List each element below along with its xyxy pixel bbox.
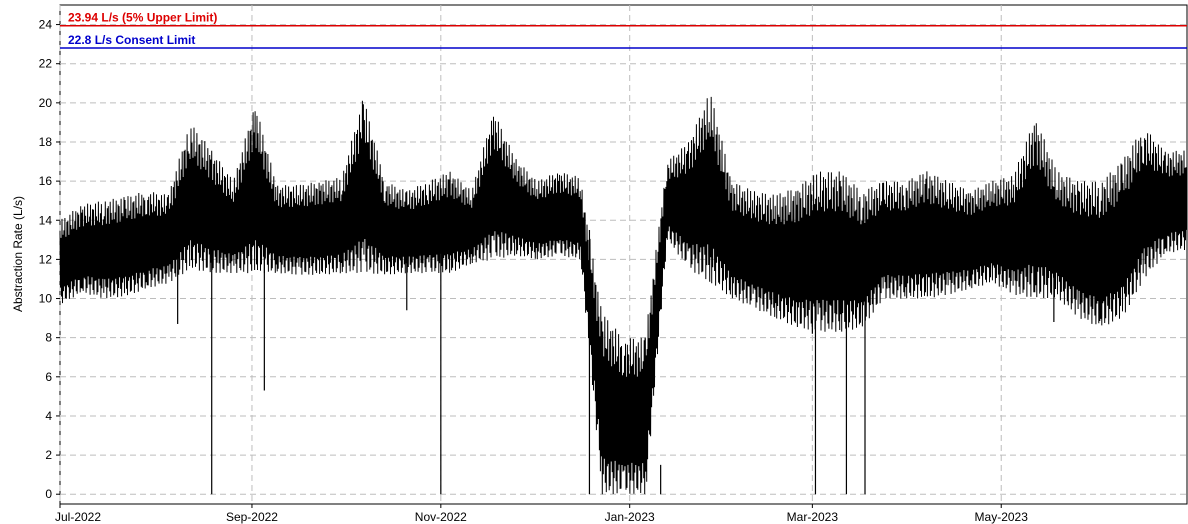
y-tick-label: 14 bbox=[39, 213, 53, 227]
x-tick-label: Jan-2023 bbox=[605, 510, 655, 524]
reference-line-label: 23.94 L/s (5% Upper Limit) bbox=[68, 11, 217, 25]
y-tick-label: 4 bbox=[45, 409, 52, 423]
y-tick-label: 2 bbox=[45, 448, 52, 462]
y-tick-label: 24 bbox=[39, 18, 53, 32]
y-tick-label: 20 bbox=[39, 96, 53, 110]
x-tick-label: May-2023 bbox=[975, 510, 1029, 524]
x-tick-label: Nov-2022 bbox=[415, 510, 467, 524]
series-layer bbox=[59, 96, 1187, 495]
y-tick-label: 12 bbox=[39, 252, 53, 266]
x-tick-label: Jul-2022 bbox=[55, 510, 101, 524]
x-tick-label: Mar-2023 bbox=[787, 510, 839, 524]
y-tick-label: 22 bbox=[39, 57, 53, 71]
y-tick-label: 8 bbox=[45, 331, 52, 345]
reference-lines: 23.94 L/s (5% Upper Limit) 22.8 L/s Conse… bbox=[60, 11, 1187, 49]
series-line bbox=[59, 96, 1187, 495]
reference-line-label: 22.8 L/s Consent Limit bbox=[68, 33, 195, 47]
x-tick-label: Sep-2022 bbox=[226, 510, 278, 524]
y-tick-label: 10 bbox=[39, 292, 53, 306]
y-tick-label: 6 bbox=[45, 370, 52, 384]
y-tick-label: 18 bbox=[39, 135, 53, 149]
y-axis-title: Abstraction Rate (L/s) bbox=[11, 196, 25, 312]
y-tick-label: 16 bbox=[39, 174, 53, 188]
x-axis: Jul-2022 Sep-2022 Nov-2022 Jan-2023 Mar-2023… bbox=[55, 504, 1028, 524]
y-tick-label: 0 bbox=[45, 487, 52, 501]
